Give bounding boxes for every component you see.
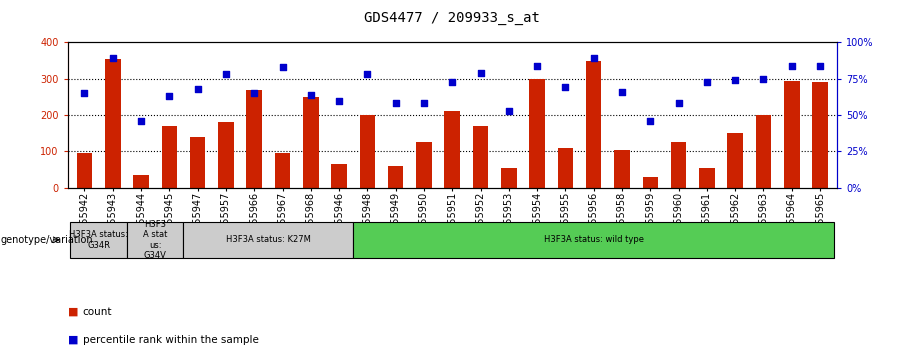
Bar (756, 115, 771, 188)
Point (389, 101, 403, 106)
Text: percentile rank within the sample: percentile rank within the sample (83, 335, 258, 345)
Point (644, 118, 658, 124)
Point (247, 90, 261, 96)
Point (756, 76, 770, 81)
Bar (127, 222, 184, 258)
Point (105, 56, 120, 61)
Bar (699, 168, 715, 188)
Bar (184, 222, 353, 258)
Bar (190, 137, 205, 188)
Bar (105, 59, 121, 188)
Bar (133, 175, 148, 188)
Bar (360, 115, 375, 188)
Point (558, 85, 572, 90)
Bar (416, 142, 432, 188)
Text: genotype/variation: genotype/variation (1, 235, 94, 245)
Bar (76, 153, 93, 188)
Point (615, 89, 629, 95)
Bar (472, 126, 489, 188)
Bar (501, 168, 517, 188)
Bar (445, 112, 460, 188)
Text: ■: ■ (68, 335, 78, 345)
Point (501, 108, 516, 114)
Bar (784, 81, 799, 188)
Point (728, 78, 742, 83)
Bar (70, 222, 127, 258)
Bar (162, 126, 177, 188)
Point (191, 86, 205, 92)
Point (162, 93, 176, 99)
Bar (331, 164, 346, 188)
Bar (727, 133, 742, 188)
Point (671, 101, 686, 106)
Bar (812, 82, 828, 188)
Point (134, 118, 148, 124)
Bar (388, 166, 403, 188)
Bar (274, 153, 291, 188)
Bar (529, 79, 544, 188)
Point (332, 98, 347, 103)
Point (587, 56, 601, 61)
Bar (643, 177, 658, 188)
Bar (614, 149, 630, 188)
Text: count: count (83, 307, 112, 316)
Text: H3F3A status: K27M: H3F3A status: K27M (226, 235, 310, 244)
Bar (558, 148, 573, 188)
Text: GDS4477 / 209933_s_at: GDS4477 / 209933_s_at (364, 11, 540, 25)
Point (530, 63, 544, 69)
Text: H3F3
A stat
us:
G34V: H3F3 A stat us: G34V (143, 220, 167, 260)
Text: ■: ■ (68, 307, 78, 316)
Point (360, 72, 374, 77)
Bar (670, 142, 687, 188)
Point (417, 101, 431, 106)
Point (275, 64, 290, 70)
Bar (586, 61, 601, 188)
Text: H3F3A status:
G34R: H3F3A status: G34R (69, 230, 128, 250)
Point (813, 63, 827, 69)
Point (699, 79, 714, 85)
Point (445, 79, 459, 85)
Point (219, 72, 233, 77)
Bar (247, 90, 262, 188)
Point (77, 90, 92, 96)
Point (303, 92, 318, 98)
Point (785, 63, 799, 69)
Bar (218, 122, 234, 188)
Point (473, 70, 488, 76)
Text: H3F3A status: wild type: H3F3A status: wild type (544, 235, 644, 244)
Bar (353, 222, 834, 258)
Bar (303, 97, 319, 188)
